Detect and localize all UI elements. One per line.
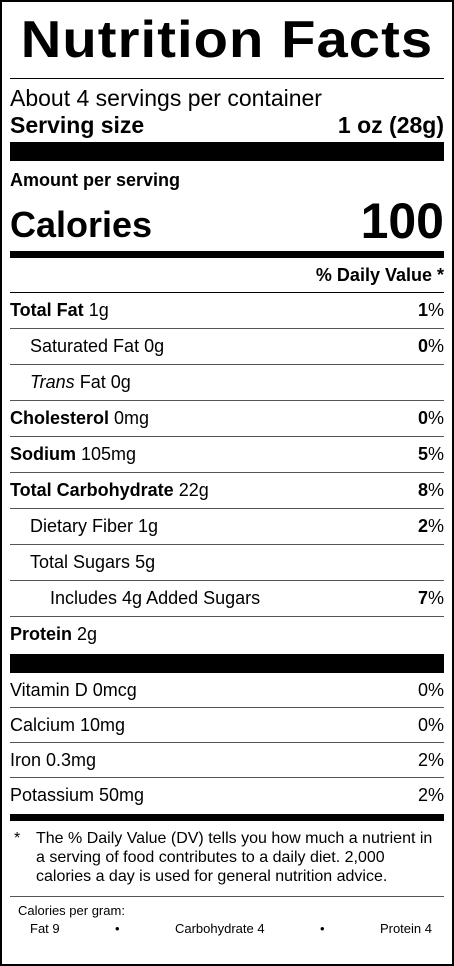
- vitamin-dv: 0%: [417, 679, 444, 700]
- nutrient-name: Total Fat: [10, 300, 84, 320]
- cpg-protein: Protein 4: [379, 921, 432, 936]
- nutrient-row-cholesterol: Cholesterol 0mg 0%: [10, 400, 444, 436]
- dv-number: 7: [417, 588, 428, 608]
- nutrient-amount: 2g: [77, 624, 98, 644]
- label-content: Nutrition Facts About 4 servings per con…: [10, 2, 444, 964]
- nutrient-amount: 0g: [110, 372, 131, 392]
- medium-divider: [10, 251, 444, 258]
- nutrient-row-total-fat: Total Fat 1g 1%: [10, 292, 444, 328]
- nutrient-amount: 0g: [144, 336, 165, 356]
- vitamin-row-potassium: Potassium 50mg 2%: [10, 777, 444, 812]
- vitamin-dv: 0%: [417, 714, 444, 735]
- calories-label: Calories: [10, 204, 153, 245]
- nutrient-row-total-sugars: Total Sugars 5g: [10, 544, 444, 580]
- nutrient-name: Includes 4g Added Sugars: [50, 588, 261, 608]
- nutrient-name: Total Sugars: [30, 552, 131, 572]
- nutrient-row-trans-fat: Trans Fat 0g: [10, 364, 444, 400]
- dv-number: 0: [417, 336, 428, 356]
- nutrient-amount: 1g: [138, 516, 159, 536]
- cpg-fat: Fat 9: [30, 921, 60, 936]
- nutrient-row-saturated-fat: Saturated Fat 0g 0%: [10, 328, 444, 364]
- dv-number: 5: [417, 444, 428, 464]
- serving-size-value: 1 oz (28g): [337, 112, 444, 138]
- nutrient-amount: 5g: [135, 552, 156, 572]
- footnote-divider: [10, 896, 444, 897]
- nutrient-amount: 105mg: [81, 444, 137, 464]
- cpg-carbohydrate: Carbohydrate 4: [174, 921, 265, 936]
- nutrient-amount: 22g: [178, 480, 209, 500]
- vitamin-label: Calcium 10mg: [10, 714, 126, 735]
- dv-sign: %: [427, 408, 444, 428]
- nutrient-name: Protein: [10, 624, 73, 644]
- nutrient-row-total-carbohydrate: Total Carbohydrate 22g 8%: [10, 472, 444, 508]
- nutrient-name: Total Carbohydrate: [10, 480, 174, 500]
- daily-value-footnote: * The % Daily Value (DV) tells you how m…: [10, 829, 444, 896]
- nutrient-row-added-sugars: Includes 4g Added Sugars 7%: [10, 580, 444, 616]
- footnote-text: The % Daily Value (DV) tells you how muc…: [36, 830, 433, 885]
- title-divider: [10, 78, 444, 79]
- servings-per-container: About 4 servings per container: [10, 85, 322, 111]
- vitamin-label: Potassium 50mg: [10, 784, 145, 805]
- vitamin-label: Iron 0.3mg: [10, 749, 97, 770]
- daily-value-header: % Daily Value *: [315, 265, 444, 285]
- serving-size-row: Serving size 1 oz (28g): [10, 112, 444, 139]
- bullet-separator: •: [115, 921, 120, 936]
- nutrient-name: Fat: [79, 372, 106, 392]
- nutrient-row-protein: Protein 2g: [10, 616, 444, 652]
- calories-per-gram-row: Fat 9 • Carbohydrate 4 • Protein 4: [10, 919, 444, 937]
- medium-divider: [10, 814, 444, 821]
- nutrient-name: Sodium: [10, 444, 76, 464]
- vitamin-dv: 2%: [417, 784, 444, 805]
- calories-value: 100: [360, 193, 444, 249]
- nutrient-name: Cholesterol: [10, 408, 110, 428]
- dv-sign: %: [427, 480, 444, 500]
- thick-divider: [10, 142, 444, 161]
- nutrient-name-italic: Trans: [30, 372, 75, 392]
- dv-sign: %: [427, 300, 444, 320]
- dv-sign: %: [427, 336, 444, 356]
- nutrient-name: Saturated Fat: [30, 336, 140, 356]
- footnote-star: *: [14, 830, 21, 847]
- nutrient-name: Dietary Fiber: [30, 516, 134, 536]
- dv-number: 8: [417, 480, 428, 500]
- nutrient-row-dietary-fiber: Dietary Fiber 1g 2%: [10, 508, 444, 544]
- label-title: Nutrition Facts: [20, 11, 434, 69]
- nutrient-row-sodium: Sodium 105mg 5%: [10, 436, 444, 472]
- vitamin-dv: 2%: [417, 749, 444, 770]
- vitamin-row-calcium: Calcium 10mg 0%: [10, 707, 444, 742]
- dv-number: 0: [417, 408, 428, 428]
- vitamin-label: Vitamin D 0mcg: [10, 679, 137, 700]
- nutrient-amount: 1g: [88, 300, 109, 320]
- vitamin-row-vitamin-d: Vitamin D 0mcg 0%: [10, 673, 444, 707]
- dv-number: 1: [417, 300, 428, 320]
- dv-sign: %: [427, 588, 444, 608]
- nutrient-amount: 0mg: [114, 408, 150, 428]
- thick-divider: [10, 654, 444, 673]
- amount-per-serving: Amount per serving: [10, 170, 181, 190]
- bullet-separator: •: [319, 921, 325, 936]
- dv-sign: %: [427, 516, 444, 536]
- vitamin-row-iron: Iron 0.3mg 2%: [10, 742, 444, 777]
- dv-number: 2: [417, 516, 428, 536]
- calories-per-gram-title: Calories per gram:: [18, 903, 125, 918]
- dv-sign: %: [427, 444, 444, 464]
- serving-size-label: Serving size: [10, 112, 145, 138]
- calories-row: Calories 100: [10, 191, 444, 247]
